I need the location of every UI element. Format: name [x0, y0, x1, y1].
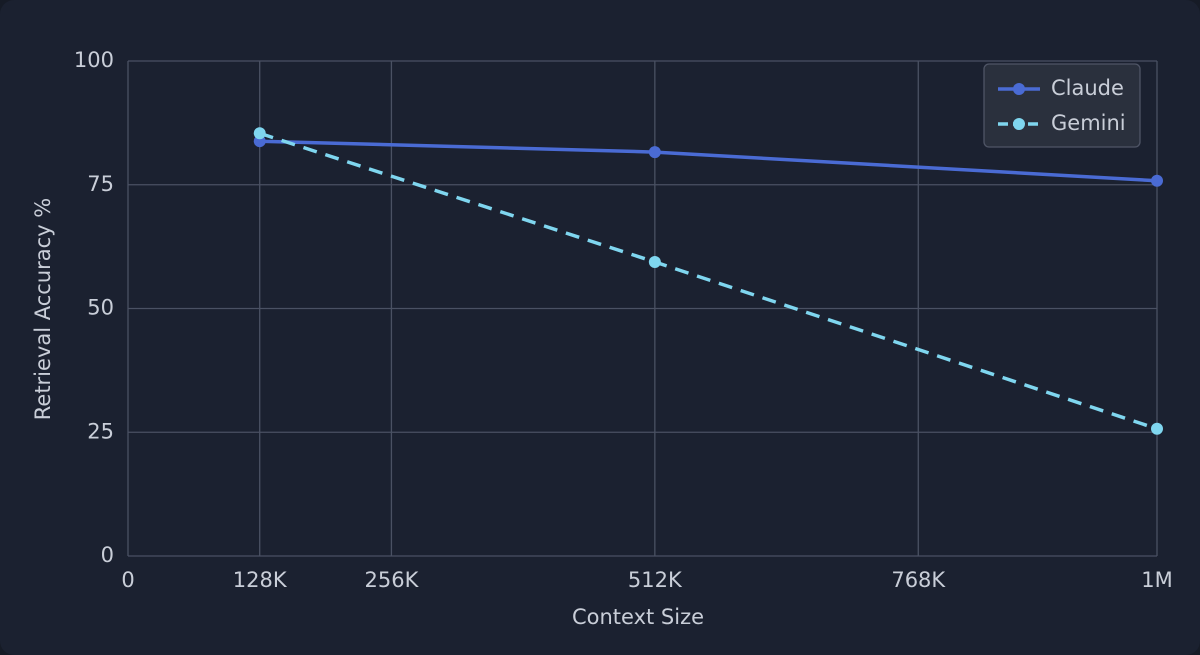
legend: Claude Gemini — [983, 63, 1141, 148]
y-tick-label: 50 — [87, 296, 114, 320]
x-tick-label: 1M — [1141, 568, 1172, 592]
x-tick-label: 128K — [233, 568, 288, 592]
x-tick-label: 768K — [891, 568, 946, 592]
x-axis-label: Context Size — [572, 605, 704, 629]
x-tick-label: 256K — [364, 568, 419, 592]
data-point — [648, 255, 661, 268]
legend-label: Gemini — [1051, 111, 1126, 135]
y-axis-label: Retrieval Accuracy % — [31, 198, 55, 421]
y-tick-label: 75 — [87, 172, 114, 196]
legend-label: Claude — [1051, 76, 1124, 100]
data-point — [253, 127, 266, 140]
legend-marker — [1013, 118, 1025, 130]
y-tick-label: 25 — [87, 419, 114, 443]
data-point — [1151, 422, 1163, 435]
y-tick-label: 100 — [74, 48, 114, 72]
data-point — [648, 146, 661, 159]
x-tick-label: 512K — [628, 568, 683, 592]
legend-marker — [1013, 83, 1025, 95]
x-tick-label: 0 — [121, 568, 134, 592]
y-tick-label: 0 — [101, 543, 114, 567]
data-point — [1151, 174, 1163, 187]
